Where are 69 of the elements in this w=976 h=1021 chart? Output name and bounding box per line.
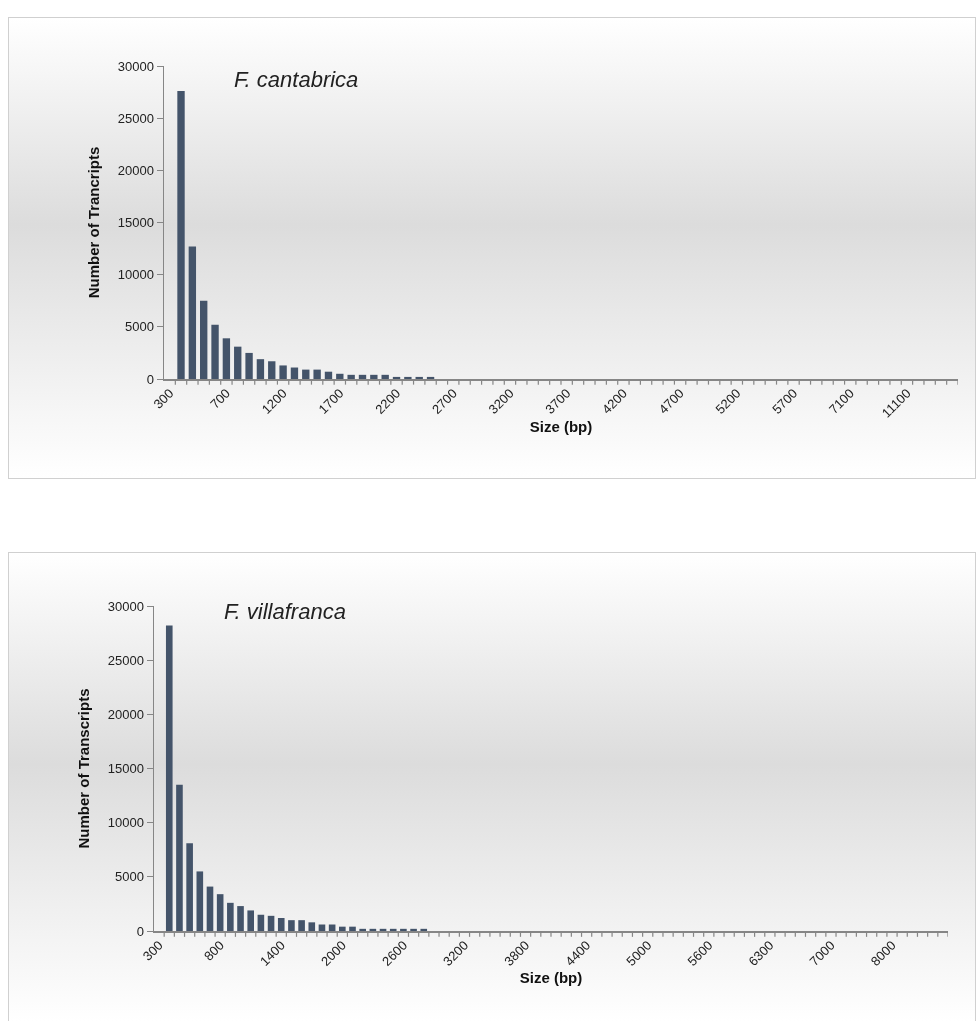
bar xyxy=(257,914,265,931)
y-tick-label: 20000 xyxy=(107,706,144,722)
bar xyxy=(302,369,310,379)
x-tick-label: 300 xyxy=(150,385,177,412)
y-tick-label: 5000 xyxy=(114,869,144,885)
y-tick-label: 25000 xyxy=(107,652,144,668)
bar xyxy=(200,300,208,379)
y-tick-label: 0 xyxy=(146,371,154,387)
y-tick-label: 20000 xyxy=(117,162,154,178)
y-tick-label: 30000 xyxy=(107,598,144,614)
bar xyxy=(420,928,428,931)
bar xyxy=(177,91,185,379)
bar xyxy=(370,374,378,379)
bar xyxy=(279,365,287,379)
bar xyxy=(404,376,412,379)
y-tick-label: 5000 xyxy=(124,319,154,335)
bar xyxy=(308,922,316,931)
y-tick-label: 15000 xyxy=(117,215,154,231)
bar xyxy=(256,359,265,379)
bar xyxy=(349,926,356,931)
bar xyxy=(165,625,173,931)
x-axis-title: Size (bp) xyxy=(519,968,583,986)
bar xyxy=(426,376,435,379)
bar xyxy=(216,894,224,931)
bar xyxy=(245,352,253,379)
bar xyxy=(206,886,214,931)
bar xyxy=(268,361,276,379)
y-axis-title: Number of Transcripts xyxy=(75,688,93,849)
bar xyxy=(324,371,333,379)
bar xyxy=(298,920,305,931)
bar xyxy=(389,928,397,931)
bar xyxy=(400,928,407,931)
bar xyxy=(176,784,183,931)
x-tick-label: 300 xyxy=(139,937,166,964)
y-tick-label: 0 xyxy=(136,923,144,939)
bar xyxy=(188,246,197,379)
bar xyxy=(392,376,401,379)
bar xyxy=(381,374,389,379)
bar xyxy=(196,871,204,931)
bar xyxy=(336,373,344,379)
bar xyxy=(347,374,355,379)
bar xyxy=(222,338,231,379)
bar xyxy=(227,902,234,931)
bar xyxy=(186,843,193,931)
bar xyxy=(288,920,295,931)
bar xyxy=(415,376,423,379)
y-tick-label: 30000 xyxy=(117,58,154,74)
bar xyxy=(277,918,285,931)
bar xyxy=(339,926,346,931)
chart-title: F. villafranca xyxy=(224,598,346,624)
bar xyxy=(358,374,367,379)
bar xyxy=(247,910,255,931)
y-tick-label: 10000 xyxy=(107,815,144,831)
bar xyxy=(237,906,244,931)
chart-title: F. cantabrica xyxy=(234,66,359,92)
bar xyxy=(267,915,275,931)
x-tick-label: 800 xyxy=(200,937,227,964)
y-tick-label: 10000 xyxy=(117,267,154,283)
y-tick-label: 25000 xyxy=(117,110,154,126)
x-axis-title: Size (bp) xyxy=(529,418,593,436)
bar xyxy=(359,928,366,931)
y-axis-title: Number of Trancripts xyxy=(85,146,103,299)
bar xyxy=(290,367,299,379)
bar xyxy=(234,346,242,379)
bar xyxy=(313,369,321,379)
bar xyxy=(410,928,417,931)
x-tick-label: 700 xyxy=(207,385,234,412)
bar xyxy=(211,324,219,379)
y-tick-label: 15000 xyxy=(107,761,144,777)
